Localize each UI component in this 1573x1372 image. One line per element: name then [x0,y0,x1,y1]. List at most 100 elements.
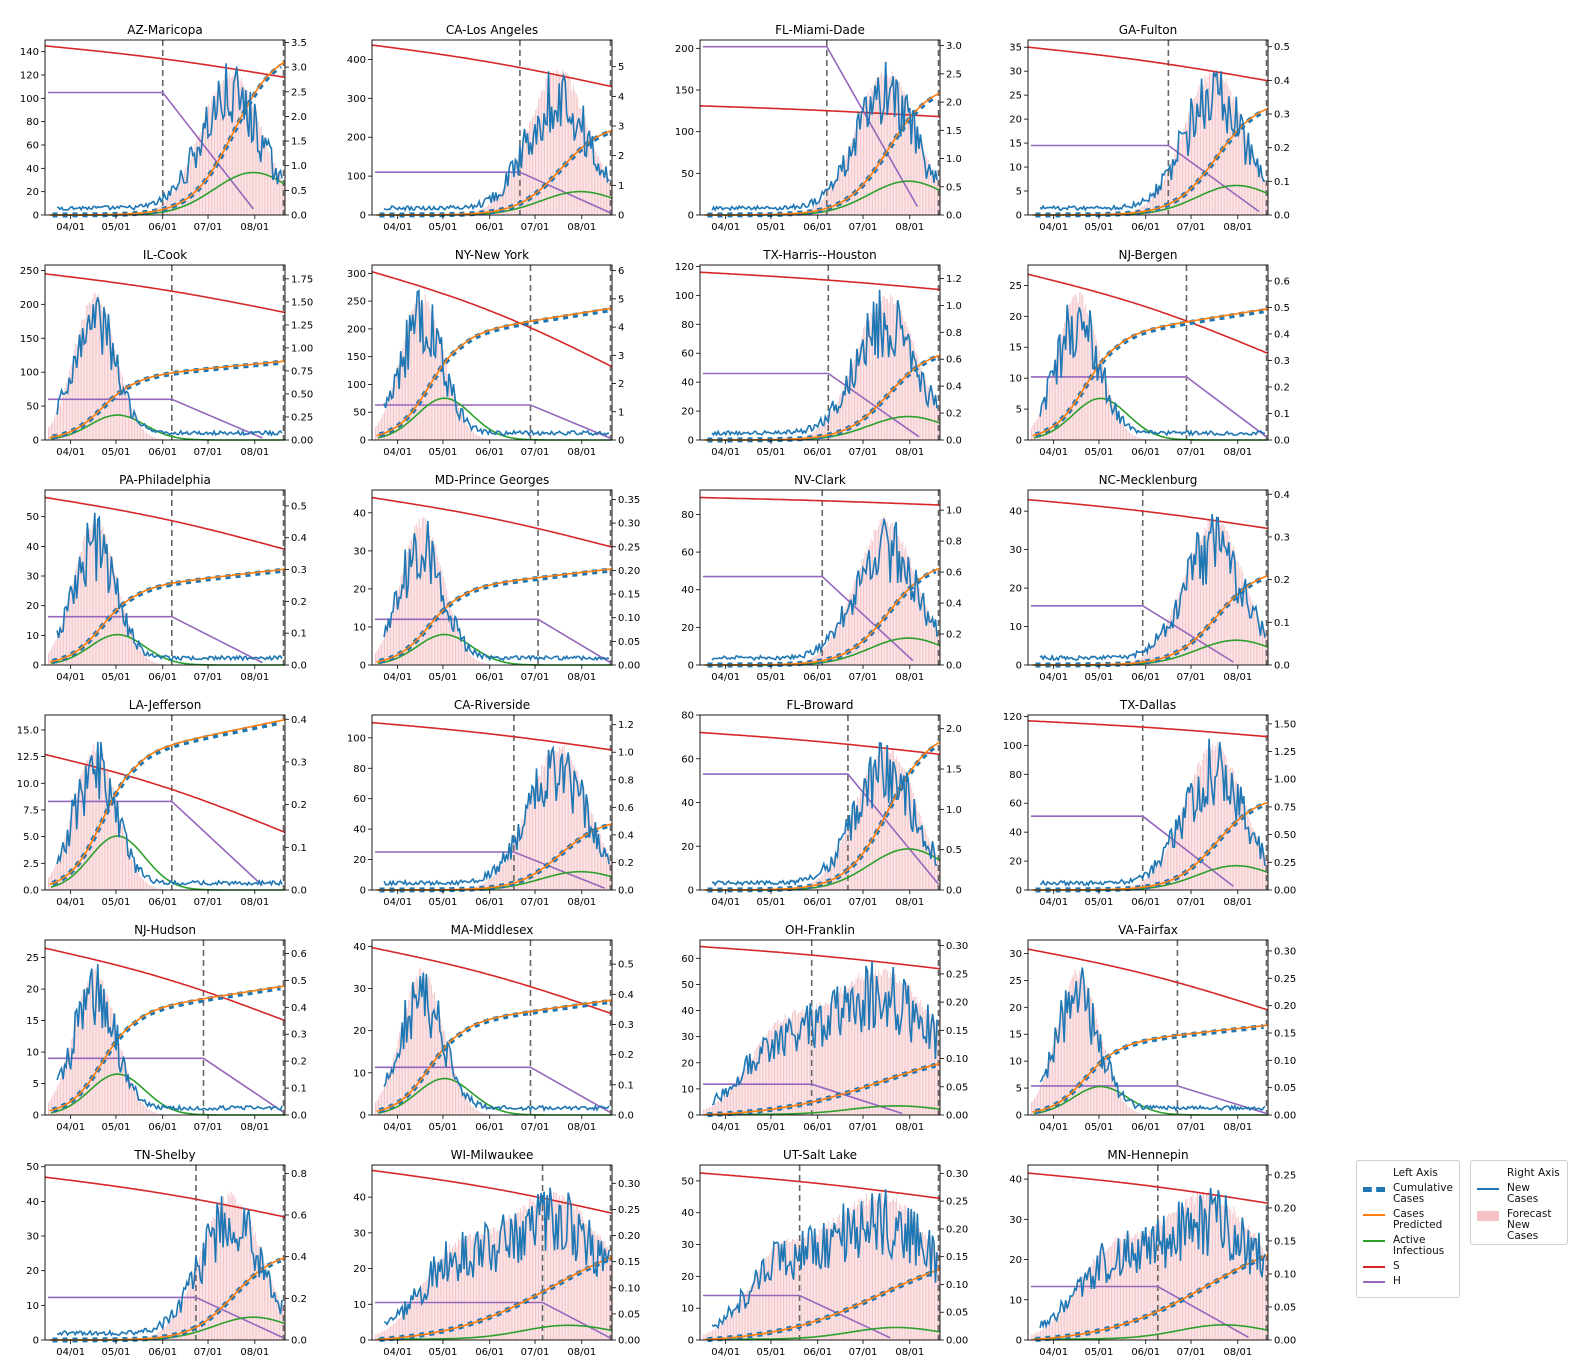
forecast-bar [1197,764,1199,890]
forecast-bar [761,1038,763,1115]
left-tick-label: 250 [347,297,366,308]
forecast-bar [607,853,609,890]
forecast-bar [1047,1065,1049,1115]
H-line [1031,815,1234,887]
forecast-bar [715,1103,717,1115]
forecast-bar [390,1326,392,1340]
left-tick-label: 0 [1016,1111,1022,1122]
right-tick-label: 2.0 [946,98,962,109]
forecast-bar [843,386,845,440]
forecast-bar [1071,297,1073,440]
forecast-bar [97,518,99,665]
forecast-bar [609,855,610,890]
forecast-bar [840,987,842,1115]
forecast-bar [831,186,833,215]
x-tick-label: 08/01 [895,1347,924,1358]
forecast-bar [915,577,917,665]
new-cases-line [56,741,283,887]
forecast-bar [180,1304,182,1340]
forecast-bar [70,1039,72,1115]
forecast-bar [565,754,567,890]
forecast-bar [885,299,887,440]
forecast-bar [446,589,447,665]
forecast-bar [447,597,449,665]
x-tick-label: 06/01 [1131,1347,1160,1358]
forecast-bar [926,607,928,665]
forecast-bar [459,410,461,440]
forecast-bar [1118,417,1120,440]
forecast-bar [485,663,487,665]
forecast-bar [790,1241,792,1340]
plot-frame [699,489,941,666]
forecast-bar [1177,144,1179,215]
right-tick-label: 0.25 [618,1205,640,1216]
right-tick-label: 0.3 [291,757,307,768]
right-tick-label: 0.00 [946,1111,968,1122]
forecast-bar [114,797,116,890]
forecast-bar [816,204,818,215]
forecast-bar [882,1203,884,1340]
cases-predicted-line [376,1256,613,1341]
forecast-bar [798,1241,800,1340]
plot-frame [699,939,941,1116]
forecast-bar [1197,1193,1199,1340]
panel-ut-salt-lake: UT-Salt Lake010203040500.000.050.100.150… [681,1148,968,1358]
forecast-bar [441,1024,443,1115]
forecast-bar [1109,1068,1111,1115]
left-tick-label: 25 [1009,281,1022,292]
forecast-bar [1157,189,1159,215]
forecast-bar [934,851,935,890]
x-tick-label: 04/01 [383,1122,412,1133]
forecast-bar [58,406,60,440]
panel-title: LA-Jefferson [129,698,202,712]
left-tick-label: 0 [360,886,366,897]
forecast-bar [439,1259,441,1340]
forecast-bar [99,756,101,890]
forecast-bar [75,794,77,890]
forecast-bar [1062,327,1064,440]
forecast-bar [923,826,925,890]
x-tick-label: 04/01 [711,447,740,458]
forecast-bar [786,1018,787,1115]
forecast-bar [1174,828,1176,890]
forecast-bar [539,1199,541,1340]
right-tick-label: 0.15 [946,1252,968,1263]
forecast-bar [1044,398,1046,440]
forecast-bar [1210,527,1212,665]
forecast-bar [218,1203,220,1340]
forecast-bar [1166,172,1168,215]
forecast-bar [834,406,836,440]
forecast-bar [1135,436,1137,440]
forecast-bar [826,417,828,440]
forecast-bar [146,882,148,890]
forecast-bar [477,1239,479,1340]
forecast-bar [911,567,913,665]
forecast-bar [1102,364,1103,440]
forecast-bar [432,537,434,665]
forecast-bar [197,1261,199,1340]
forecast-bar [446,1040,447,1115]
right-tick-label: 0.6 [946,568,962,579]
forecast-bar [482,437,484,440]
forecast-bar [1105,1251,1106,1340]
forecast-bar [81,319,83,440]
panel-title: MD-Prince Georges [435,473,550,487]
right-tick-label: 1.5 [946,126,962,137]
forecast-bar [595,151,597,215]
forecast-bar [1227,84,1229,215]
left-tick-label: 10 [26,631,39,642]
right-tick-label: 0.6 [618,803,634,814]
forecast-bar [1133,1110,1135,1115]
forecast-bar [1094,1007,1096,1115]
forecast-bar [76,1019,78,1115]
x-tick-label: 05/01 [1085,1347,1114,1358]
forecast-bar [595,826,597,890]
forecast-bar [1126,1104,1128,1115]
forecast-bar [412,308,414,440]
new-cases-line [711,1189,938,1330]
forecast-bar [1071,976,1073,1115]
forecast-bar [202,1248,203,1340]
forecast-bar [444,581,446,665]
forecast-bar [1248,592,1250,665]
forecast-bar [927,837,929,890]
